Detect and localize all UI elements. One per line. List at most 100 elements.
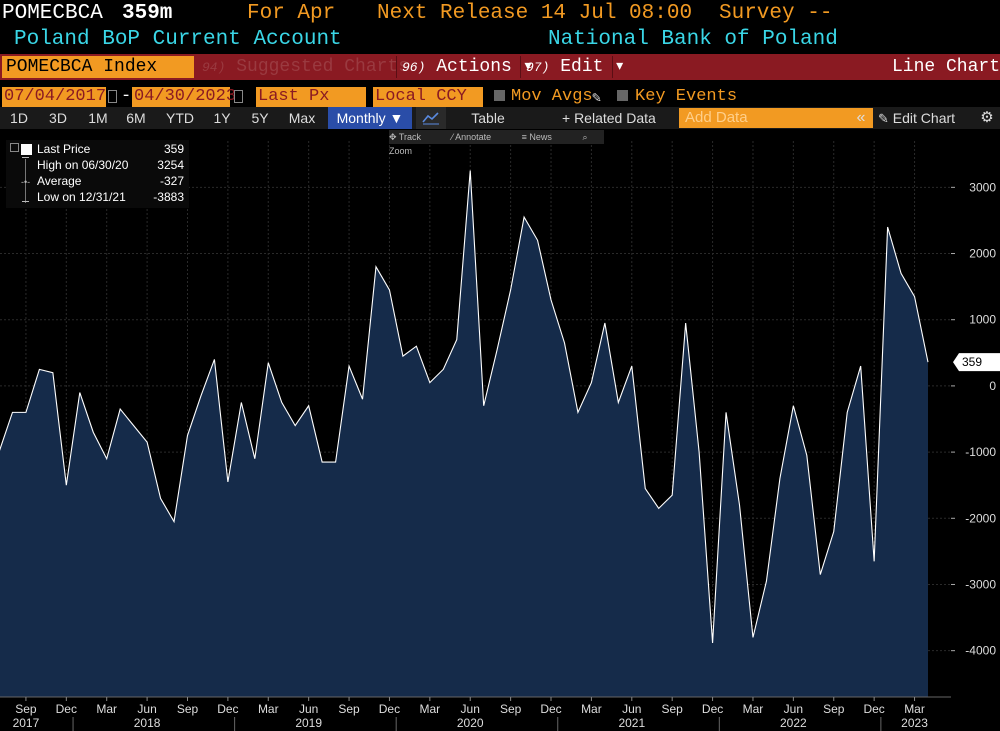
range-ytd-button[interactable]: YTD: [166, 110, 194, 126]
last-value-tag: [953, 353, 1000, 372]
security-field[interactable]: POMECBCA Index: [2, 56, 194, 78]
calendar-icon[interactable]: [234, 90, 243, 103]
edit-chart-button[interactable]: ✎ Edit Chart: [878, 107, 970, 129]
data-point: [860, 365, 861, 366]
x-tick-label: Jun: [137, 702, 156, 716]
data-point: [699, 451, 700, 452]
x-year-label: 2018: [134, 716, 161, 730]
data-point: [93, 432, 94, 433]
range-1d-button[interactable]: 1D: [10, 110, 28, 126]
data-point: [564, 342, 565, 343]
data-point: [806, 455, 807, 456]
chart-line-glyph: [422, 112, 439, 125]
price-field-select[interactable]: Last Px: [256, 87, 366, 107]
data-point: [820, 574, 821, 575]
data-point: [752, 637, 753, 638]
y-tick-label: 3000: [969, 180, 996, 194]
y-tick-label: -4000: [965, 644, 996, 658]
security-description: Poland BoP Current Account: [14, 28, 342, 51]
gear-icon[interactable]: ⚙: [980, 109, 994, 126]
track-tool[interactable]: ✥ Track: [389, 132, 422, 142]
data-point: [725, 412, 726, 413]
data-point: [456, 339, 457, 340]
data-point: [429, 382, 430, 383]
data-point: [25, 412, 26, 413]
data-point: [833, 531, 834, 532]
legend-value: -327: [159, 174, 184, 188]
range-5y-button[interactable]: 5Y: [251, 110, 269, 126]
x-year-label: 2019: [295, 716, 322, 730]
data-point: [591, 382, 592, 383]
x-tick-label: Dec: [702, 702, 723, 716]
mov-avgs-label[interactable]: Mov Avgs: [511, 87, 593, 106]
y-tick-label: 1000: [969, 313, 996, 327]
data-point: [604, 322, 605, 323]
data-point: [133, 425, 134, 426]
range-max-button[interactable]: Max: [288, 110, 316, 126]
annotate-tool[interactable]: ⁄ Annotate: [451, 132, 492, 142]
related-data-button[interactable]: + Related Data: [562, 110, 656, 126]
add-data-input[interactable]: Add Data: [679, 108, 873, 128]
last-value: 359m: [122, 2, 173, 25]
periodicity-select[interactable]: Monthly ▼: [328, 107, 412, 129]
chart-tools-bar: ✥ Track ⁄ Annotate ≡ News ⌕ Zoom: [389, 130, 604, 156]
key-events-label[interactable]: Key Events: [635, 87, 738, 106]
legend-connector: [25, 159, 26, 203]
edit-menu-button[interactable]: 97) Edit ▾: [526, 56, 625, 78]
line-chart-icon[interactable]: [416, 107, 446, 129]
range-3d-button[interactable]: 3D: [49, 110, 67, 126]
data-point: [227, 481, 228, 482]
x-year-label: 2022: [780, 716, 807, 730]
news-tool[interactable]: ≡ News: [521, 132, 552, 142]
data-point: [160, 498, 161, 499]
line-chart[interactable]: 3000 2000 1000 0 -1000 -2000 -3000 -4000 359 Sep D…: [0, 130, 1000, 731]
y-tick-label: -1000: [965, 445, 996, 459]
currency-select[interactable]: Local CCY: [373, 87, 483, 107]
data-point: [537, 240, 538, 241]
actions-label: Actions ▾: [436, 57, 534, 77]
data-point: [887, 226, 888, 227]
data-point: [173, 521, 174, 522]
chart-type-label[interactable]: Line Chart: [892, 57, 1000, 77]
start-date-field[interactable]: 07/04/2017: [2, 87, 107, 107]
key-events-checkbox[interactable]: [617, 90, 628, 101]
edit-label: Edit ▾: [560, 57, 626, 77]
data-point: [79, 392, 80, 393]
mov-avgs-checkbox[interactable]: [494, 90, 505, 101]
pencil-icon[interactable]: ✎: [592, 90, 602, 107]
table-button[interactable]: Table: [471, 110, 505, 126]
divider: [612, 56, 613, 78]
legend-value: -3883: [153, 190, 184, 204]
x-tick-label: Dec: [863, 702, 884, 716]
collapse-icon[interactable]: «: [856, 109, 866, 126]
data-point: [52, 372, 53, 373]
data-point: [389, 289, 390, 290]
suggested-charts-button[interactable]: 94) Suggested Charts: [202, 56, 409, 78]
legend-value: 3254: [157, 158, 184, 172]
range-1y-button[interactable]: 1Y: [213, 110, 231, 126]
x-tick-label: Dec: [540, 702, 561, 716]
data-point: [268, 362, 269, 363]
data-source: National Bank of Poland: [548, 28, 838, 51]
legend-high-marker: [22, 157, 29, 158]
end-date-field[interactable]: 04/30/2023: [132, 87, 237, 107]
x-tick-label: Mar: [96, 702, 117, 716]
data-point: [793, 405, 794, 406]
range-6m-button[interactable]: 6M: [126, 110, 146, 126]
actions-menu-button[interactable]: 96) Actions ▾: [402, 56, 533, 78]
data-point: [847, 412, 848, 413]
legend-label: Last Price: [37, 142, 91, 156]
zoom-tool[interactable]: ⌕ Zoom: [389, 132, 588, 156]
x-year-label: 2021: [618, 716, 645, 730]
legend-label: Low on 12/31/21: [37, 190, 126, 204]
data-point: [362, 399, 363, 400]
calendar-icon[interactable]: [108, 90, 117, 103]
range-1m-button[interactable]: 1M: [88, 110, 108, 126]
data-point: [645, 488, 646, 489]
zoom-label: Zoom: [389, 146, 413, 156]
data-point: [200, 395, 201, 396]
legend-collapse-icon[interactable]: [10, 143, 19, 152]
x-tick-label: Jun: [299, 702, 318, 716]
data-point: [523, 217, 524, 218]
legend-value: 359: [163, 142, 184, 156]
